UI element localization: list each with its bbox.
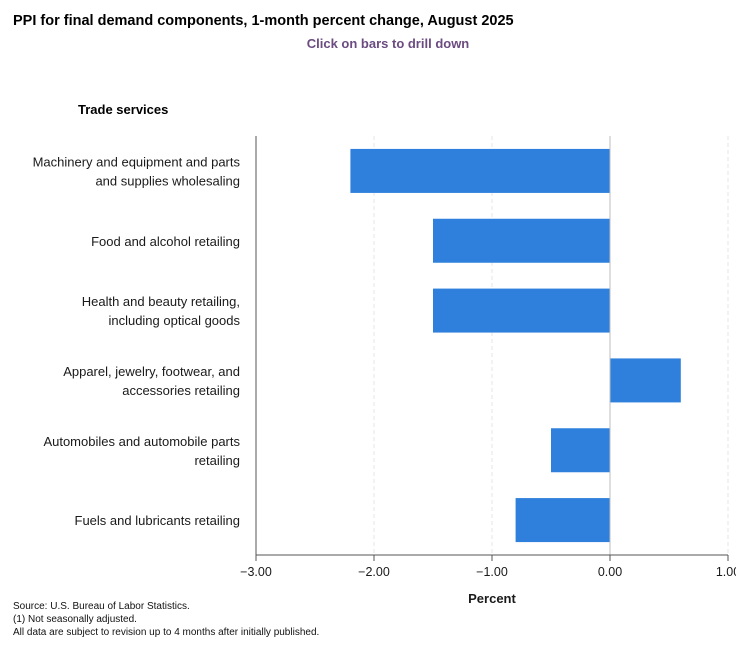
x-tick-label: 0.00 [598,565,622,579]
source-note: Source: U.S. Bureau of Labor Statistics. [13,601,190,612]
bar[interactable] [433,288,610,333]
category-label: Automobiles and automobile parts [43,434,240,449]
drill-down-hint[interactable]: Click on bars to drill down [306,36,470,51]
bar[interactable] [610,358,681,403]
chart-title: PPI for final demand components, 1-month… [13,13,514,29]
category-label: Machinery and equipment and parts [33,154,241,169]
footnote-1: (1) Not seasonally adjusted. [13,614,137,625]
category-label: and supplies wholesaling [95,173,240,188]
category-label: including optical goods [108,313,240,328]
x-tick-label: −3.00 [240,565,272,579]
category-label: Food and alcohol retailing [91,234,240,249]
footnotes: Source: U.S. Bureau of Labor Statistics.… [13,600,319,639]
category-label: Health and beauty retailing, [82,294,240,309]
bar[interactable] [350,148,610,193]
bar[interactable] [433,218,610,263]
x-tick-label: −2.00 [358,565,390,579]
x-axis-title: Percent [468,591,516,606]
x-tick-label: 1.00 [716,565,736,579]
revision-note: All data are subject to revision up to 4… [13,627,320,638]
bar[interactable] [515,498,610,543]
category-label: Apparel, jewelry, footwear, and [63,364,240,379]
category-label: retailing [194,453,240,468]
x-tick-label: −1.00 [476,565,508,579]
category-label: Fuels and lubricants retailing [75,513,240,528]
bar[interactable] [551,428,610,473]
category-label: accessories retailing [122,383,240,398]
group-heading: Trade services [78,102,169,117]
